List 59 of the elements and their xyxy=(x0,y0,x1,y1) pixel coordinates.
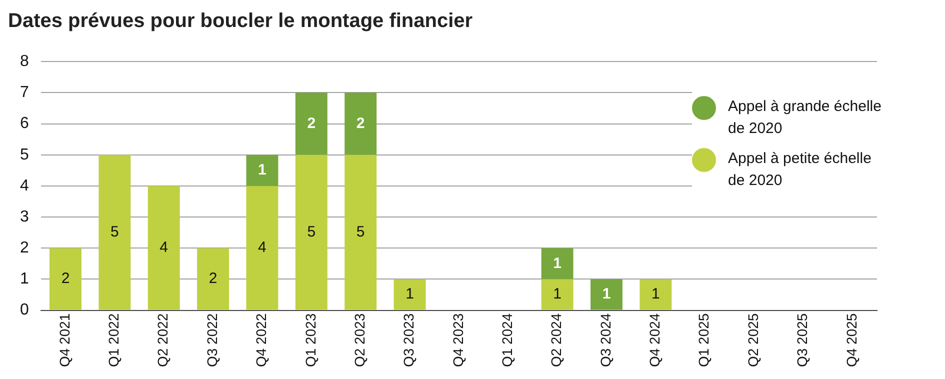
bar xyxy=(98,154,131,310)
data-label: 2 xyxy=(307,114,316,132)
y-tick-label: 6 xyxy=(20,115,29,132)
y-tick-label: 5 xyxy=(20,146,29,164)
y-tick-label: 3 xyxy=(20,208,29,226)
x-tick-label: Q1 2023 xyxy=(302,313,318,368)
bar xyxy=(50,248,82,310)
bar xyxy=(148,186,180,310)
y-tick-label: 2 xyxy=(20,240,29,257)
bar xyxy=(541,248,574,280)
data-label: 1 xyxy=(553,286,562,303)
y-tick-label: 1 xyxy=(20,270,29,288)
bar xyxy=(197,248,230,310)
bar xyxy=(344,154,377,310)
data-label: 4 xyxy=(160,239,168,256)
data-label: 2 xyxy=(356,114,365,132)
x-tick-label: Q4 2023 xyxy=(450,313,466,368)
data-label: 1 xyxy=(258,162,266,179)
x-tick-label: Q2 2023 xyxy=(351,313,368,368)
bar xyxy=(246,154,278,186)
data-label: 5 xyxy=(356,223,365,240)
y-tick-label: 4 xyxy=(20,177,29,194)
bar xyxy=(541,279,574,310)
legend-label: Appel à petite échelle de 2020 xyxy=(728,149,872,191)
x-tick-label: Q3 2022 xyxy=(204,313,220,368)
data-label: 1 xyxy=(553,254,562,272)
x-tick-label: Q2 2022 xyxy=(154,313,171,368)
y-tick-label: 7 xyxy=(20,84,29,102)
bar xyxy=(590,279,622,310)
bar xyxy=(246,186,278,310)
bar xyxy=(295,154,328,310)
data-label: 5 xyxy=(307,223,316,240)
data-label: 2 xyxy=(208,270,218,288)
data-label: 1 xyxy=(652,286,660,303)
y-tick-label: 0 xyxy=(20,302,29,319)
data-label: 4 xyxy=(258,239,266,256)
x-tick-label: Q4 2025 xyxy=(843,313,860,368)
legend-label: Appel à grande échelle de 2020 xyxy=(728,97,882,139)
data-label: 5 xyxy=(110,223,119,240)
x-tick-label: Q1 2022 xyxy=(106,313,122,368)
data-label: 1 xyxy=(406,286,414,303)
x-tick-label: Q4 2021 xyxy=(56,313,72,368)
data-label: 1 xyxy=(602,286,611,303)
bar xyxy=(394,279,426,310)
x-tick-label: Q2 2025 xyxy=(744,313,761,368)
bar xyxy=(640,279,672,310)
bar xyxy=(295,92,328,155)
x-tick-label: Q3 2023 xyxy=(400,313,417,368)
chart-title: Dates prévues pour boucler le montage financier xyxy=(8,10,474,34)
data-label: 2 xyxy=(61,270,70,288)
x-tick-label: Q3 2024 xyxy=(597,313,614,368)
bar xyxy=(344,92,377,155)
x-tick-label: Q3 2025 xyxy=(794,313,810,368)
x-tick-label: Q4 2024 xyxy=(646,313,663,368)
x-tick-label: Q2 2024 xyxy=(548,313,564,368)
y-tick-label: 8 xyxy=(20,53,29,70)
x-tick-label: Q1 2024 xyxy=(498,313,515,368)
x-tick-label: Q1 2025 xyxy=(696,313,712,368)
x-tick-label: Q4 2022 xyxy=(253,313,270,368)
